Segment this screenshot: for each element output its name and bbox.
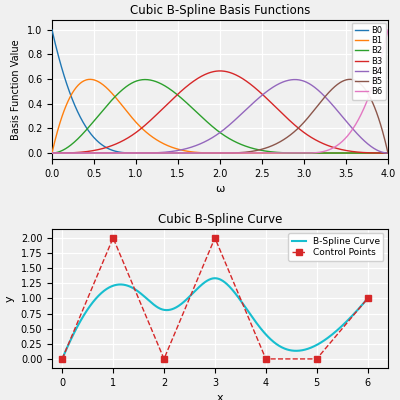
B0: [326, 151, 330, 156]
B5: [378, 122, 383, 127]
B1: [88, 77, 93, 82]
B3: [250, 84, 255, 88]
B-Spline Curve: [221, 279, 226, 284]
Control Points: [111, 236, 116, 240]
B6: [378, 60, 382, 64]
Y-axis label: y: y: [5, 295, 15, 302]
B5: [211, 151, 216, 156]
B2: [142, 77, 147, 82]
B5: [250, 149, 254, 154]
B3: [326, 143, 330, 148]
Line: B0: B0: [52, 30, 388, 153]
B2: [386, 151, 390, 156]
B4: [232, 119, 236, 124]
B-Spline Curve: [208, 277, 212, 282]
B6: [386, 28, 390, 32]
Control Points: [60, 356, 64, 361]
Control Points: [365, 296, 370, 301]
B1: [386, 151, 390, 156]
Line: B4: B4: [52, 80, 388, 153]
B0: [386, 151, 390, 156]
B0: [50, 28, 54, 32]
B5: [347, 77, 352, 82]
B2: [50, 151, 54, 156]
B-Spline Curve: [212, 276, 217, 281]
B1: [232, 151, 237, 156]
B3: [209, 70, 214, 74]
B4: [386, 151, 390, 156]
B2: [378, 151, 383, 156]
B1: [250, 151, 255, 156]
Legend: B0, B1, B2, B3, B4, B5, B6: B0, B1, B2, B3, B4, B5, B6: [352, 22, 386, 100]
B-Spline Curve: [352, 311, 357, 316]
B2: [210, 124, 215, 129]
B6: [232, 151, 236, 156]
Control Points: [212, 236, 217, 240]
B0: [378, 151, 383, 156]
B1: [212, 151, 217, 156]
B5: [209, 151, 214, 156]
B-Spline Curve: [365, 296, 370, 301]
B5: [232, 150, 236, 155]
Y-axis label: Basis Function Value: Basis Function Value: [11, 39, 21, 140]
B4: [211, 134, 216, 139]
Line: B3: B3: [52, 71, 388, 153]
Line: Control Points: Control Points: [60, 235, 370, 362]
B-Spline Curve: [60, 356, 64, 361]
B5: [50, 151, 54, 156]
B-Spline Curve: [288, 348, 292, 352]
Title: Cubic B-Spline Curve: Cubic B-Spline Curve: [158, 213, 282, 226]
Control Points: [264, 356, 268, 361]
B3: [217, 68, 222, 73]
B0: [134, 151, 138, 156]
B4: [209, 136, 214, 140]
B6: [209, 151, 214, 156]
Line: B-Spline Curve: B-Spline Curve: [62, 278, 368, 359]
B-Spline Curve: [232, 290, 237, 295]
X-axis label: x: x: [217, 393, 223, 400]
B2: [250, 146, 255, 151]
B3: [378, 151, 383, 156]
B4: [50, 151, 54, 156]
B6: [325, 148, 330, 153]
B0: [250, 151, 255, 156]
Title: Cubic B-Spline Basis Functions: Cubic B-Spline Basis Functions: [130, 4, 310, 18]
B5: [325, 92, 330, 96]
Legend: B-Spline Curve, Control Points: B-Spline Curve, Control Points: [288, 233, 384, 261]
B6: [50, 151, 54, 156]
B0: [232, 151, 237, 156]
B4: [378, 149, 383, 154]
B6: [211, 151, 216, 156]
B0: [212, 151, 217, 156]
B-Spline Curve: [209, 276, 214, 281]
Line: B2: B2: [52, 80, 388, 153]
Line: B5: B5: [52, 79, 388, 153]
B4: [293, 77, 298, 82]
B6: [250, 151, 254, 156]
B1: [50, 151, 54, 156]
B4: [326, 98, 330, 102]
B1: [210, 151, 215, 156]
B3: [50, 151, 54, 156]
X-axis label: ω: ω: [215, 184, 225, 194]
B3: [232, 72, 237, 77]
B1: [326, 151, 330, 156]
Control Points: [162, 356, 166, 361]
Control Points: [314, 356, 319, 361]
B4: [250, 102, 254, 106]
B2: [232, 139, 237, 144]
B1: [378, 151, 383, 156]
B2: [212, 126, 217, 130]
B3: [386, 151, 390, 156]
Line: B1: B1: [52, 79, 388, 153]
Line: B6: B6: [52, 30, 388, 153]
B5: [386, 151, 390, 156]
B3: [211, 69, 216, 74]
B0: [210, 151, 215, 156]
B2: [326, 151, 330, 156]
